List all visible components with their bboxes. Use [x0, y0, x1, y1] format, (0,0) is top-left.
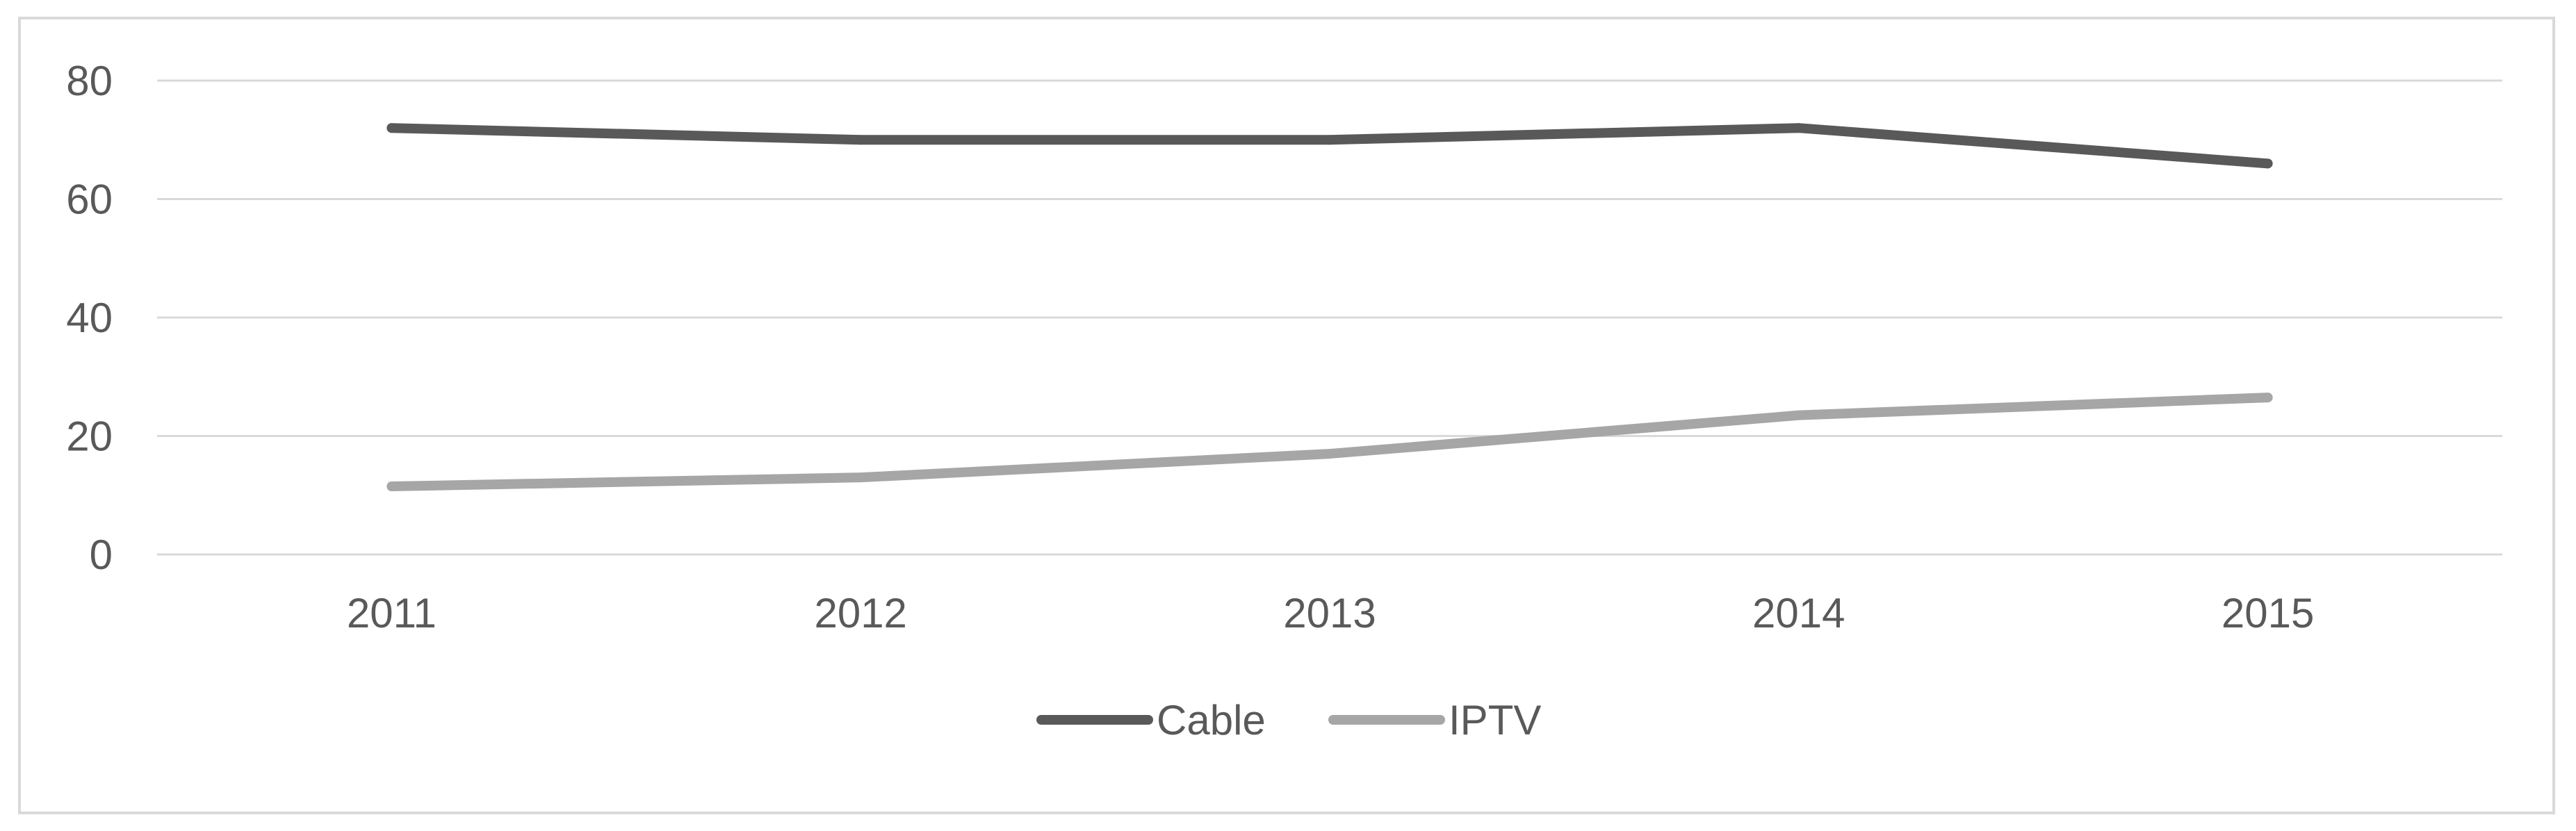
y-tick-label: 0 — [90, 532, 113, 578]
data-point-iptv — [856, 472, 866, 483]
x-tick-label: 2013 — [1283, 590, 1376, 636]
x-tick-label: 2011 — [347, 590, 437, 636]
data-point-iptv — [1793, 410, 1804, 420]
gridlines — [157, 79, 2502, 556]
y-tick-label: 20 — [66, 413, 113, 460]
series-lines — [386, 123, 2273, 491]
x-tick-label: 2012 — [814, 590, 906, 636]
data-point-iptv — [1325, 449, 1335, 459]
data-point-iptv — [2263, 393, 2273, 403]
legend-label-cable: Cable — [1157, 697, 1266, 743]
legend: Cable IPTV — [1036, 697, 1541, 743]
x-axis-tick-labels: 2011 2012 2013 2014 2015 — [347, 590, 2314, 636]
series-line-cable — [386, 123, 2273, 169]
y-tick-label: 60 — [66, 176, 113, 223]
line-chart: 0 20 40 60 80 2011 2012 2013 2014 2015 Cable IPTV — [66, 58, 2502, 743]
data-point-cable — [856, 135, 866, 145]
data-point-cable — [386, 123, 397, 133]
chart-frame: 0 20 40 60 80 2011 2012 2013 2014 2015 Cable IPTV — [18, 17, 2555, 814]
data-point-iptv — [386, 481, 397, 491]
x-tick-label: 2014 — [1752, 590, 1845, 636]
y-tick-label: 80 — [66, 58, 113, 104]
y-tick-label: 40 — [66, 295, 113, 341]
x-tick-label: 2015 — [2222, 590, 2314, 636]
data-point-cable — [1793, 123, 1804, 133]
data-point-cable — [1325, 135, 1335, 145]
legend-label-iptv: IPTV — [1449, 697, 1541, 743]
series-line-iptv — [386, 393, 2273, 491]
y-axis-tick-labels: 0 20 40 60 80 — [66, 58, 113, 578]
data-point-cable — [2263, 158, 2273, 169]
